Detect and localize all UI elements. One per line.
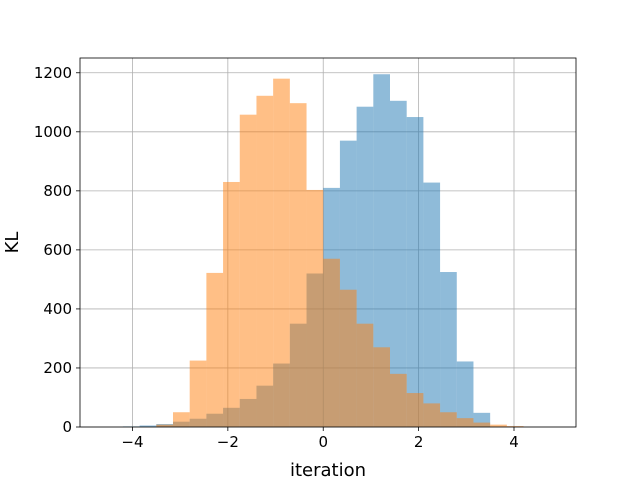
y-tick-label: 800 — [43, 182, 72, 200]
histogram-bar-series-2 — [306, 189, 324, 427]
histogram-bar-series-2 — [406, 393, 424, 427]
histogram-bar-series-2 — [323, 258, 340, 427]
histogram-bar-series-2 — [373, 347, 390, 427]
x-axis-label: iteration — [290, 460, 366, 480]
histogram-bar-series-2 — [223, 181, 240, 427]
histogram-bar-series-1 — [390, 100, 407, 427]
x-tick-label: −2 — [217, 433, 239, 451]
y-tick-label: 200 — [43, 359, 72, 377]
histogram-bar-series-1 — [139, 425, 157, 427]
histogram-bar-series-2 — [156, 424, 173, 427]
histogram-bar-series-2 — [173, 412, 190, 427]
histogram-bar-series-2 — [506, 426, 524, 427]
y-tick-label: 1200 — [34, 64, 72, 82]
histogram-bar-series-2 — [490, 424, 507, 427]
histogram-bar-series-2 — [473, 422, 491, 427]
x-tick-label: −4 — [121, 433, 143, 451]
histogram-bar-series-2 — [456, 418, 474, 427]
x-tick-label: 0 — [318, 433, 328, 451]
histogram-bars — [122, 74, 524, 428]
x-tick-label: 4 — [509, 433, 519, 451]
histogram-bar-series-1 — [456, 361, 474, 427]
histogram-bar-series-2 — [256, 95, 274, 428]
histogram-bar-series-2 — [189, 360, 207, 427]
histogram-bar-series-1 — [423, 182, 441, 427]
histogram-bar-series-1 — [373, 74, 390, 428]
histogram-bar-series-2 — [423, 403, 441, 427]
histogram-bar-series-2 — [440, 412, 457, 427]
histogram-bar-series-2 — [356, 323, 374, 427]
y-tick-label: 600 — [43, 241, 72, 259]
axis-ticks: −4 −2 0 2 4 0 200 400 600 800 1000 1200 — [34, 64, 519, 451]
y-axis-label: KL — [2, 232, 23, 254]
histogram-bar-series-2 — [273, 78, 290, 427]
histogram-bar-series-2 — [239, 114, 257, 427]
plot-frame — [79, 57, 577, 428]
y-tick-label: 0 — [62, 418, 72, 436]
histogram-bar-series-2 — [206, 272, 224, 427]
y-tick-label: 1000 — [34, 123, 72, 141]
histogram-bar-series-2 — [390, 373, 407, 427]
y-tick-label: 400 — [43, 300, 72, 318]
histogram-bar-series-2 — [339, 289, 357, 427]
histogram-bar-series-2 — [289, 103, 307, 428]
x-tick-label: 2 — [414, 433, 424, 451]
histogram-bar-series-1 — [406, 117, 424, 427]
histogram-bar-series-1 — [440, 272, 457, 427]
